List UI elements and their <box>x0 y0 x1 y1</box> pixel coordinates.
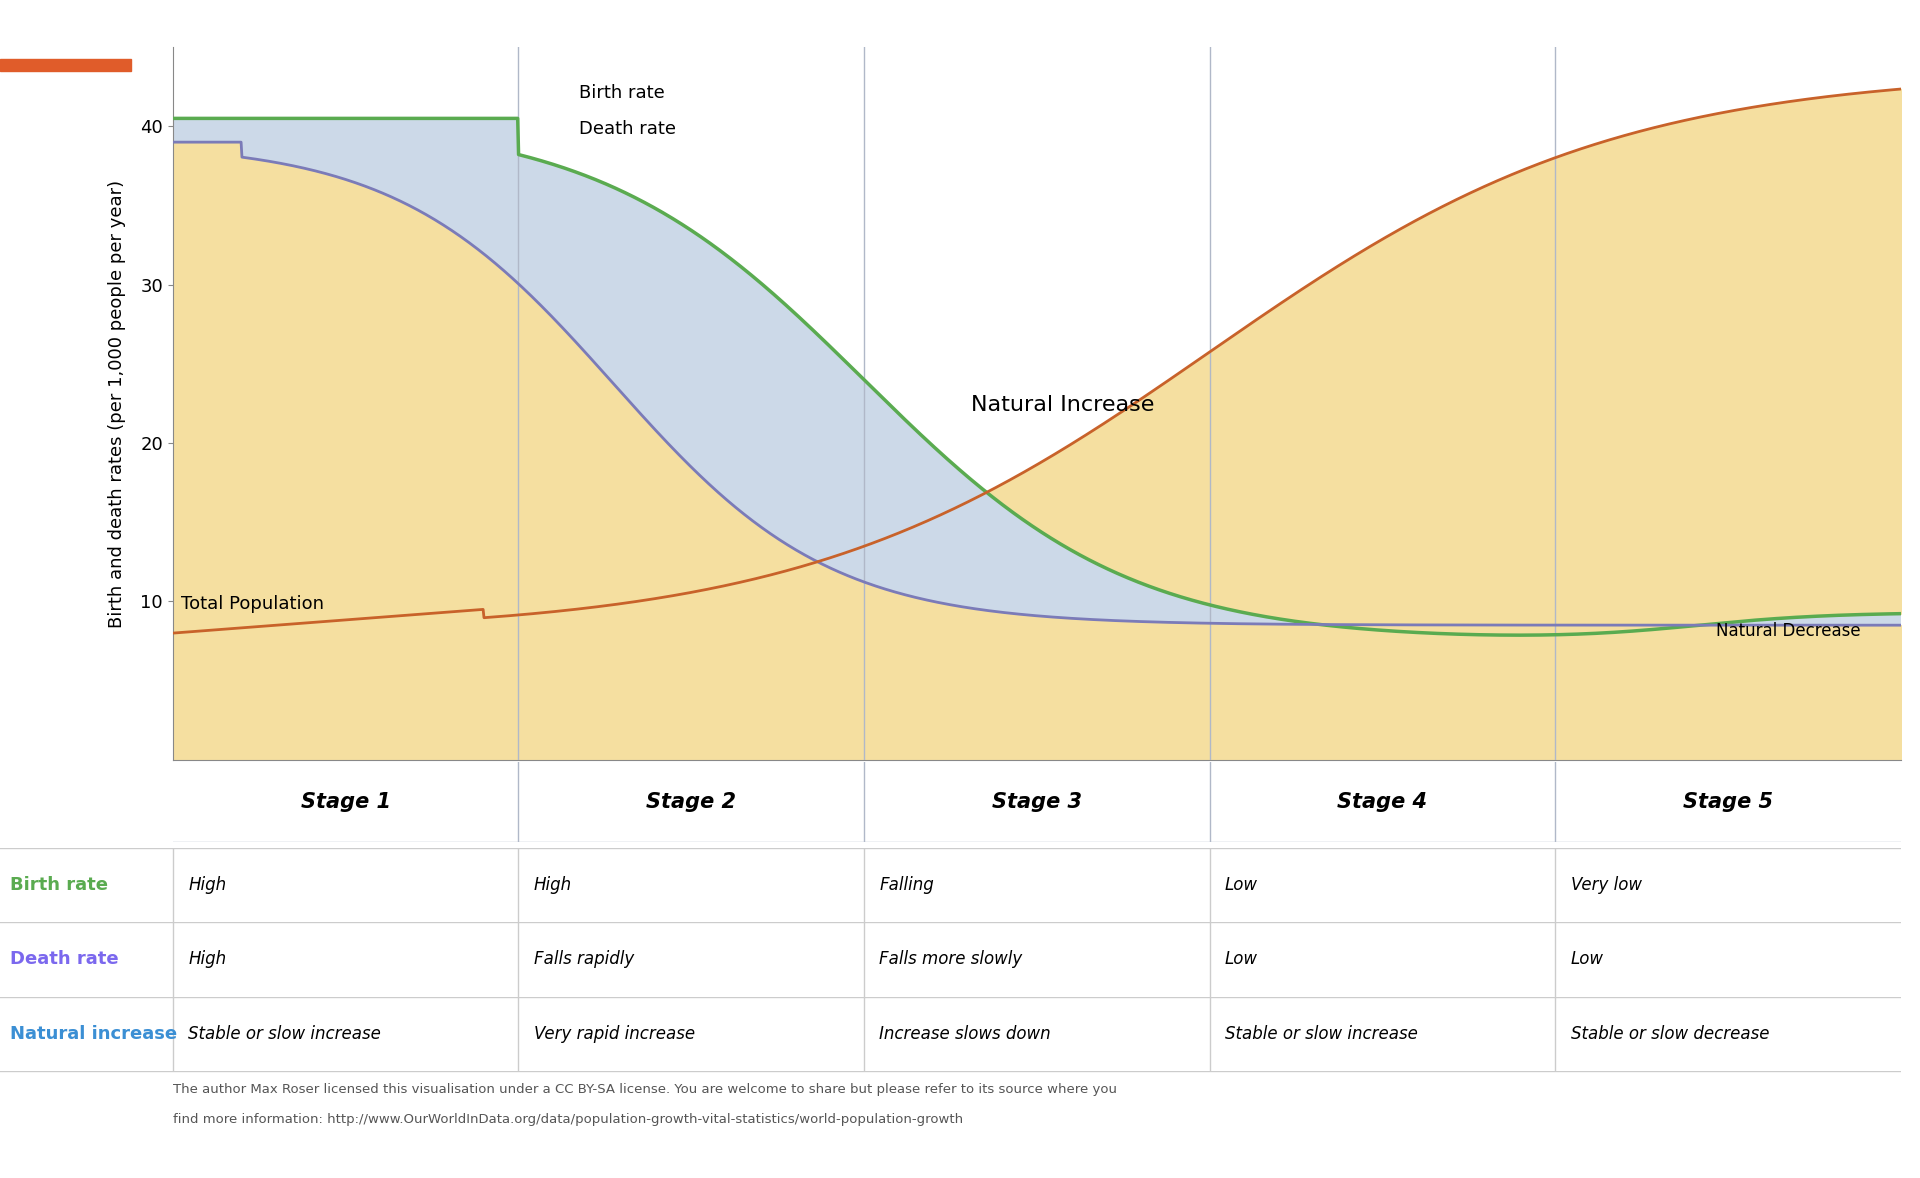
Text: find more information: http://www.OurWorldInData.org/data/population-growth-vita: find more information: http://www.OurWor… <box>173 1112 964 1126</box>
Text: Falling: Falling <box>879 876 935 894</box>
Text: Very rapid increase: Very rapid increase <box>534 1025 695 1043</box>
Text: Stable or slow increase: Stable or slow increase <box>188 1025 380 1043</box>
Text: The author Max Roser licensed this visualisation under a CC BY-SA license. You a: The author Max Roser licensed this visua… <box>173 1084 1117 1097</box>
Text: in Data: in Data <box>35 35 96 49</box>
Text: Low: Low <box>1225 876 1258 894</box>
Text: Death rate: Death rate <box>580 120 676 138</box>
Text: Stage 4: Stage 4 <box>1338 793 1427 812</box>
Text: Natural Decrease: Natural Decrease <box>1716 622 1860 641</box>
Text: Low: Low <box>1225 951 1258 968</box>
Text: Stage 2: Stage 2 <box>647 793 735 812</box>
Bar <box>0 59 131 71</box>
Text: Low: Low <box>1571 951 1603 968</box>
Text: Increase slows down: Increase slows down <box>879 1025 1050 1043</box>
Text: Falls rapidly: Falls rapidly <box>534 951 634 968</box>
Text: Stable or slow decrease: Stable or slow decrease <box>1571 1025 1768 1043</box>
Text: Birth rate: Birth rate <box>580 84 664 101</box>
Text: Stage 3: Stage 3 <box>993 793 1081 812</box>
Text: Very low: Very low <box>1571 876 1642 894</box>
Text: Total Population: Total Population <box>180 595 324 614</box>
Text: Death rate: Death rate <box>10 951 119 968</box>
Text: Stage 1: Stage 1 <box>301 793 390 812</box>
Text: Natural Increase: Natural Increase <box>972 396 1154 416</box>
Text: High: High <box>534 876 572 894</box>
Text: Stable or slow increase: Stable or slow increase <box>1225 1025 1417 1043</box>
Text: Natural increase: Natural increase <box>10 1025 177 1043</box>
Text: Stage 5: Stage 5 <box>1684 793 1772 812</box>
Text: Our World: Our World <box>23 12 108 27</box>
Text: Falls more slowly: Falls more slowly <box>879 951 1023 968</box>
Text: High: High <box>188 951 227 968</box>
Y-axis label: Birth and death rates (per 1,000 people per year): Birth and death rates (per 1,000 people … <box>108 179 127 628</box>
Text: High: High <box>188 876 227 894</box>
Text: Birth rate: Birth rate <box>10 876 108 894</box>
